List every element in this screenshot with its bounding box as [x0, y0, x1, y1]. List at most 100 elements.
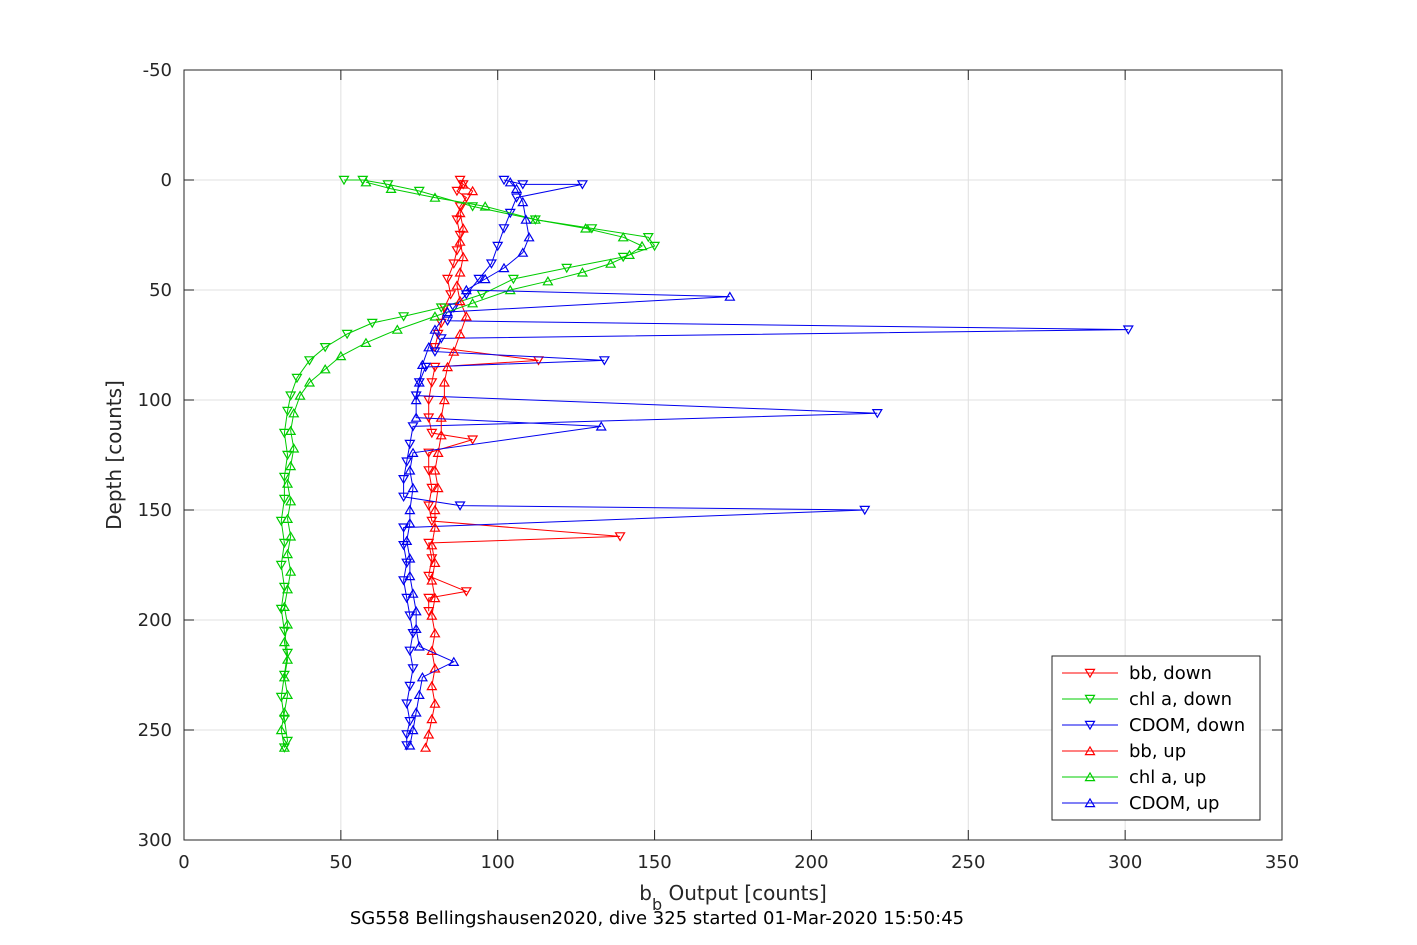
x-tick-label: 350	[1265, 852, 1299, 873]
legend-label: CDOM, up	[1129, 793, 1219, 814]
data-point	[281, 513, 294, 524]
series-line-cdom-down	[403, 179, 1129, 746]
data-point	[542, 275, 554, 286]
data-point	[398, 475, 410, 485]
data-point	[407, 422, 419, 432]
legend-label: bb, up	[1129, 741, 1186, 762]
data-point	[285, 391, 297, 401]
data-point	[404, 716, 416, 727]
data-point	[288, 407, 300, 418]
data-point	[859, 505, 871, 516]
data-point	[404, 611, 416, 621]
data-point	[420, 362, 432, 373]
data-point	[413, 186, 425, 197]
data-point	[404, 465, 416, 475]
data-point	[441, 306, 454, 317]
data-point	[492, 241, 504, 252]
series-layer	[275, 175, 1134, 753]
legend-label: chl a, up	[1129, 767, 1206, 788]
data-point	[407, 664, 419, 674]
data-point	[423, 729, 435, 739]
data-point	[426, 539, 438, 550]
data-point	[441, 274, 454, 285]
data-point	[429, 465, 441, 475]
caption: SG558 Bellingshausen2020, dive 325 start…	[350, 908, 964, 929]
legend-item-cdom-up: CDOM, up	[1062, 793, 1219, 814]
data-point	[529, 214, 541, 224]
data-point	[438, 377, 450, 387]
data-point	[426, 680, 438, 691]
x-axis-label-sub: b	[652, 895, 662, 914]
data-point	[410, 391, 422, 401]
legend-box	[1051, 655, 1261, 821]
x-axis-label-rest: Output [counts]	[662, 881, 827, 905]
data-point	[460, 311, 472, 321]
data-point	[281, 648, 294, 659]
data-point	[303, 356, 316, 366]
data-point	[429, 627, 441, 638]
data-point	[467, 202, 479, 212]
data-point	[517, 196, 529, 207]
data-point	[448, 346, 460, 356]
data-point	[366, 318, 378, 329]
data-point	[423, 571, 435, 582]
legend-item-chl-a-down: chl a, down	[1062, 689, 1232, 710]
data-point	[1122, 325, 1134, 335]
data-point	[498, 262, 510, 273]
data-point	[451, 246, 463, 256]
series-bb-down	[423, 175, 626, 617]
legend-marker	[1084, 745, 1096, 756]
data-point	[429, 192, 441, 202]
data-point	[294, 390, 306, 400]
data-point	[595, 421, 607, 431]
legend-label: bb, down	[1129, 663, 1212, 684]
data-point	[398, 523, 410, 533]
data-point	[445, 290, 457, 300]
data-point	[457, 179, 469, 189]
data-point	[460, 587, 472, 597]
data-point	[441, 361, 454, 372]
data-point	[401, 535, 413, 546]
data-point	[398, 312, 410, 322]
y-tick-label: 250	[138, 720, 172, 741]
data-point	[391, 324, 403, 334]
data-point	[504, 176, 516, 187]
data-point	[467, 435, 479, 445]
data-point	[438, 394, 450, 405]
legend-item-cdom-down: CDOM, down	[1062, 715, 1245, 736]
data-point	[454, 295, 466, 306]
x-tick-label: 200	[794, 852, 828, 873]
data-point	[426, 378, 438, 388]
data-point	[278, 494, 290, 505]
data-point	[467, 185, 479, 196]
data-point	[407, 482, 419, 493]
x-tick-label: 100	[481, 852, 515, 873]
data-point	[401, 741, 413, 751]
data-point	[467, 297, 479, 308]
data-point	[278, 601, 290, 612]
data-point	[649, 241, 661, 252]
data-point	[460, 290, 472, 300]
data-point	[451, 186, 463, 197]
data-point	[404, 740, 416, 750]
legend-marker	[1084, 720, 1096, 731]
legend-marker	[1084, 668, 1096, 679]
data-point	[423, 466, 435, 476]
legend-marker	[1084, 797, 1096, 808]
data-point	[275, 560, 287, 571]
data-point	[410, 623, 422, 634]
data-point	[404, 504, 416, 515]
x-tick-label: 300	[1108, 852, 1142, 873]
data-point	[517, 247, 529, 257]
data-point	[416, 671, 428, 682]
data-point	[724, 291, 736, 301]
data-point	[398, 576, 410, 586]
data-point	[285, 425, 297, 435]
x-tick-label: 150	[637, 852, 671, 873]
data-point	[281, 450, 294, 461]
data-point	[642, 233, 654, 243]
data-point	[338, 175, 350, 186]
data-point	[429, 324, 441, 334]
data-point	[429, 592, 441, 603]
data-point	[404, 681, 416, 692]
